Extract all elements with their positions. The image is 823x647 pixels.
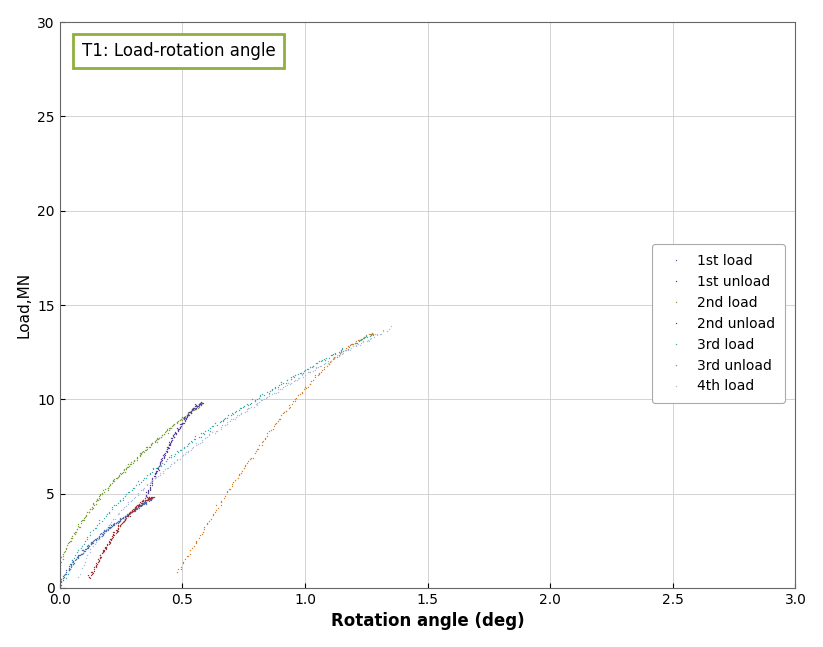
2nd load <box>184 409 193 417</box>
3rd unload <box>233 474 243 482</box>
2nd load <box>58 550 68 558</box>
4th load <box>85 549 95 556</box>
3rd load <box>142 471 151 479</box>
3rd unload <box>258 439 267 446</box>
2nd unload <box>165 441 174 448</box>
3rd unload <box>367 330 377 338</box>
2nd load <box>89 500 99 508</box>
3rd unload <box>303 383 313 391</box>
3rd load <box>367 329 377 337</box>
2nd load <box>55 584 65 591</box>
2nd load <box>191 405 201 413</box>
3rd load <box>342 342 352 350</box>
1st unload <box>146 493 156 501</box>
1st unload <box>149 494 159 501</box>
2nd load <box>56 558 66 565</box>
1st load <box>79 547 89 554</box>
1st load <box>62 569 72 577</box>
2nd load <box>77 516 87 524</box>
3rd load <box>72 548 82 556</box>
3rd load <box>118 494 128 502</box>
1st load <box>148 493 158 501</box>
Line: 3rd unload: 3rd unload <box>175 333 374 573</box>
2nd load <box>197 399 207 407</box>
4th load <box>130 493 140 501</box>
4th load <box>387 323 397 331</box>
3rd unload <box>207 515 216 523</box>
1st load <box>141 499 151 507</box>
2nd unload <box>166 434 176 442</box>
Line: 4th load: 4th load <box>75 325 393 589</box>
Line: 1st unload: 1st unload <box>87 496 156 579</box>
2nd unload <box>177 419 187 426</box>
1st load <box>55 584 65 591</box>
1st unload <box>85 574 95 582</box>
1st unload <box>105 538 114 546</box>
4th load <box>358 337 368 345</box>
3rd load <box>60 584 70 592</box>
4th load <box>91 538 101 546</box>
Text: T1: Load-rotation angle: T1: Load-rotation angle <box>81 42 276 60</box>
Legend: 1st load, 1st unload, 2nd load, 2nd unload, 3rd load, 3rd unload, 4th load: 1st load, 1st unload, 2nd load, 2nd unlo… <box>653 244 785 403</box>
3rd unload <box>172 568 182 576</box>
4th load <box>370 330 379 338</box>
2nd unload <box>159 454 169 462</box>
3rd unload <box>264 427 274 435</box>
1st load <box>72 554 82 562</box>
2nd unload <box>174 424 184 432</box>
3rd unload <box>291 397 300 404</box>
4th load <box>72 584 81 592</box>
Line: 2nd load: 2nd load <box>58 402 203 589</box>
1st load <box>59 573 69 580</box>
2nd unload <box>142 494 151 501</box>
1st unload <box>114 521 123 529</box>
4th load <box>156 469 165 477</box>
1st unload <box>123 512 133 520</box>
Line: 1st load: 1st load <box>58 496 154 589</box>
1st load <box>143 497 153 505</box>
1st unload <box>127 507 137 514</box>
X-axis label: Rotation angle (deg): Rotation angle (deg) <box>331 612 524 630</box>
3rd load <box>79 540 89 548</box>
3rd load <box>368 330 378 338</box>
2nd unload <box>150 470 160 477</box>
3rd load <box>354 337 364 345</box>
1st unload <box>113 527 123 535</box>
Y-axis label: Load,MN: Load,MN <box>16 272 31 338</box>
Line: 3rd load: 3rd load <box>64 332 374 589</box>
3rd unload <box>369 332 379 340</box>
2nd unload <box>197 399 207 406</box>
1st unload <box>95 554 105 562</box>
Line: 2nd unload: 2nd unload <box>144 401 204 499</box>
